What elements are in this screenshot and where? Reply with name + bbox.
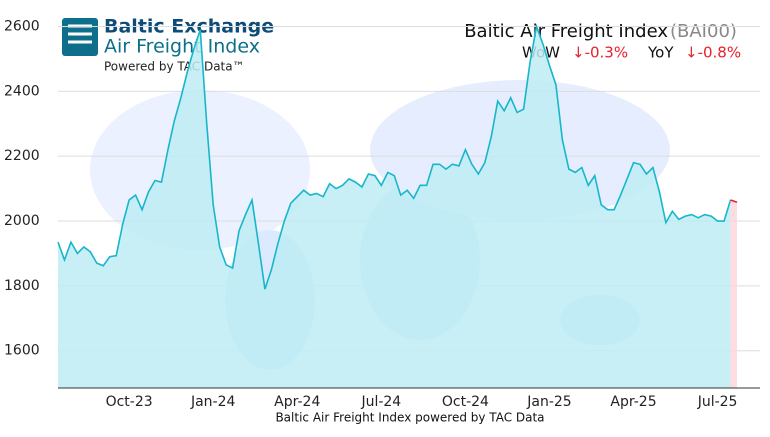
y-tick-label: 2600 [4, 18, 40, 34]
x-tick-label: Apr-25 [610, 394, 656, 410]
x-tick-label: Oct-24 [442, 394, 489, 410]
wow-value: ↓-0.3% [572, 44, 628, 62]
x-tick-label: Jan-25 [526, 394, 571, 410]
line [730, 199, 738, 203]
y-tick-label: 2000 [4, 213, 40, 229]
title-code: (BAI00) [670, 21, 737, 42]
x-tick-label: Apr-24 [274, 394, 320, 410]
x-tick-label: Jul-25 [697, 394, 738, 410]
plot [57, 23, 760, 388]
yoy-label: YoY [647, 44, 674, 62]
y-tick-label: 2400 [4, 83, 40, 99]
x-tick-label: Jul-24 [360, 394, 401, 410]
x-tick-label: Jan-24 [190, 394, 236, 410]
powered-by: Powered by TAC Data™ [104, 60, 245, 74]
logo: Baltic Exchange Air Freight Index Powere… [62, 16, 274, 74]
area [58, 26, 731, 388]
x-axis-label: Baltic Air Freight Index powered by TAC … [275, 411, 544, 425]
yoy-value: ↓-0.8% [685, 44, 741, 62]
line [57, 23, 732, 290]
chart-title: Baltic Air Freight Index [464, 21, 668, 42]
y-tick-label: 1800 [4, 278, 40, 294]
area [730, 199, 737, 388]
y-tick-label: 2200 [4, 148, 40, 164]
y-tick-label: 1600 [4, 343, 40, 359]
x-tick-label: Oct-23 [106, 394, 153, 410]
product: Air Freight Index [104, 36, 260, 58]
